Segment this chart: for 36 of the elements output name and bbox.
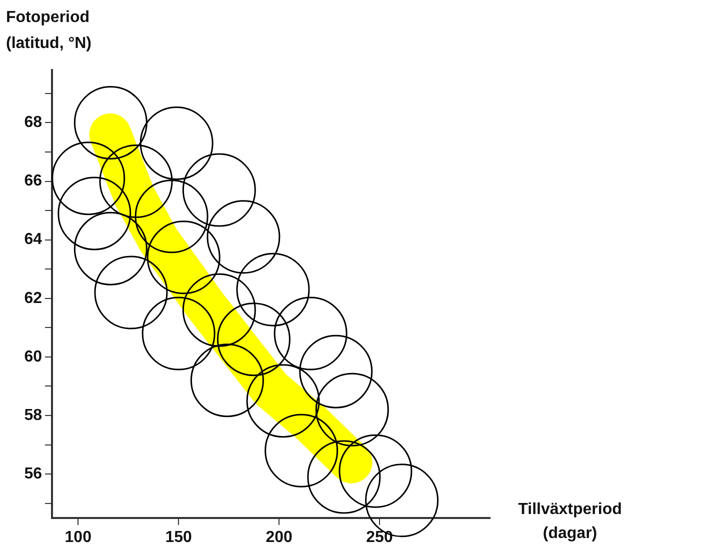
y-tick-label: 56	[24, 465, 42, 482]
point	[264, 414, 338, 488]
point	[274, 296, 348, 370]
point	[52, 142, 126, 216]
y-tick-label: 64	[24, 231, 42, 248]
point	[134, 180, 208, 254]
point	[299, 334, 373, 408]
y-tick-label: 62	[24, 290, 42, 307]
point	[182, 273, 256, 347]
x-tick-label: 150	[165, 529, 192, 546]
x-tick-label: 100	[64, 529, 92, 546]
point	[140, 106, 214, 180]
point	[58, 176, 132, 250]
point	[246, 364, 320, 438]
point	[307, 440, 381, 514]
point	[315, 372, 389, 446]
x-tick-label: 250	[366, 529, 393, 546]
y-tick-label: 58	[24, 406, 42, 424]
y-axis-title: Fotoperiod (latitud, °N)	[6, 9, 92, 52]
point	[216, 302, 290, 376]
point	[142, 296, 216, 370]
y-tick-label: 66	[24, 172, 42, 190]
y-tick-label: 60	[24, 348, 42, 366]
point	[94, 256, 168, 330]
x-tick-label: 200	[266, 529, 292, 546]
point	[182, 153, 256, 227]
y-tick-label: 68	[24, 114, 42, 132]
point	[99, 144, 173, 218]
point	[190, 344, 264, 418]
point	[338, 434, 412, 508]
point	[146, 220, 220, 294]
point	[236, 252, 310, 326]
point	[74, 212, 148, 286]
x-axis-title: Tillväxtperiod (dagar)	[518, 501, 622, 542]
point	[206, 200, 280, 274]
point	[74, 86, 148, 160]
